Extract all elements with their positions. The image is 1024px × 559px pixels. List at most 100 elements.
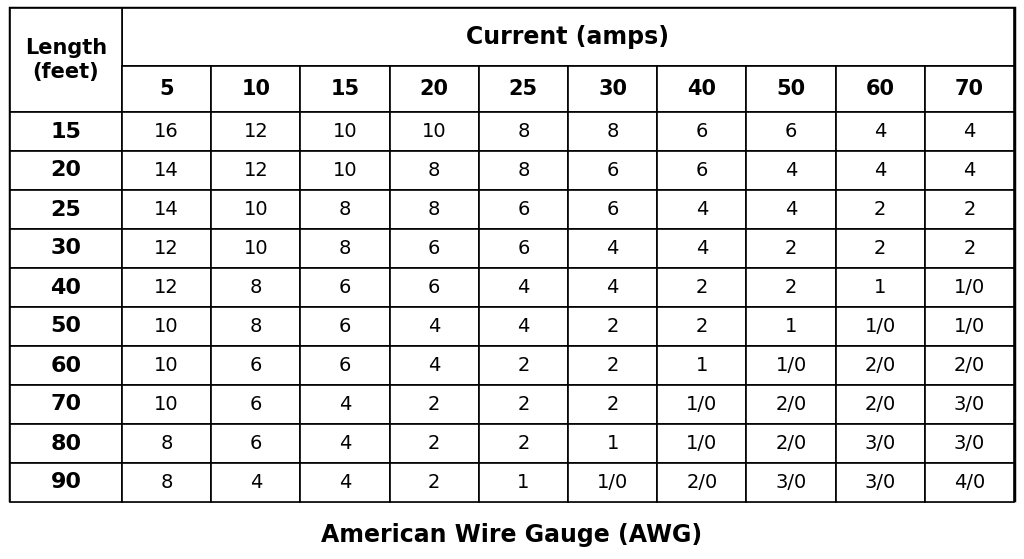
Bar [211, 424, 300, 463]
Text: 8: 8 [161, 434, 173, 453]
Text: 2: 2 [874, 200, 887, 219]
Text: 60: 60 [50, 356, 82, 376]
Bar [122, 268, 211, 307]
Text: 1: 1 [606, 434, 618, 453]
Bar [925, 307, 1014, 346]
Bar [10, 424, 122, 463]
Bar [122, 307, 211, 346]
Bar [925, 385, 1014, 424]
Text: 10: 10 [244, 239, 268, 258]
Bar [568, 268, 657, 307]
Bar [10, 307, 122, 346]
Text: 6: 6 [428, 239, 440, 258]
Text: 6: 6 [695, 161, 708, 180]
Text: 2: 2 [428, 473, 440, 492]
Bar [300, 424, 389, 463]
Text: 3/0: 3/0 [864, 473, 896, 492]
Bar [925, 151, 1014, 190]
Text: 1: 1 [784, 317, 798, 336]
Bar [211, 190, 300, 229]
Bar [122, 424, 211, 463]
Bar [389, 112, 479, 151]
Bar [657, 463, 746, 502]
Text: 8: 8 [250, 278, 262, 297]
Bar [925, 190, 1014, 229]
Bar [746, 424, 836, 463]
Text: 4: 4 [784, 200, 798, 219]
Text: 50: 50 [776, 79, 806, 99]
Bar [657, 385, 746, 424]
Text: 2: 2 [695, 317, 708, 336]
Bar [389, 151, 479, 190]
Text: 10: 10 [244, 200, 268, 219]
Text: 2/0: 2/0 [775, 434, 807, 453]
Bar [746, 151, 836, 190]
Text: 4: 4 [339, 473, 351, 492]
Bar [10, 151, 122, 190]
Bar [568, 190, 657, 229]
Bar [122, 66, 211, 112]
Bar [300, 151, 389, 190]
Text: 6: 6 [606, 161, 618, 180]
Text: 2: 2 [606, 356, 618, 375]
Bar [746, 229, 836, 268]
Bar [657, 424, 746, 463]
Text: 1/0: 1/0 [953, 317, 985, 336]
Bar [211, 66, 300, 112]
Bar [479, 190, 568, 229]
Bar [389, 463, 479, 502]
Text: 12: 12 [155, 278, 179, 297]
Text: 3/0: 3/0 [953, 434, 985, 453]
Text: 10: 10 [333, 122, 357, 141]
Bar [657, 229, 746, 268]
Text: 2: 2 [784, 278, 798, 297]
Text: 2/0: 2/0 [686, 473, 718, 492]
Text: 40: 40 [687, 79, 717, 99]
Bar [657, 268, 746, 307]
Text: 8: 8 [339, 239, 351, 258]
Text: 2: 2 [606, 395, 618, 414]
Bar [10, 385, 122, 424]
Text: 4/0: 4/0 [953, 473, 985, 492]
Text: 6: 6 [339, 356, 351, 375]
Text: 2/0: 2/0 [953, 356, 985, 375]
Text: 14: 14 [155, 200, 179, 219]
Bar [10, 229, 122, 268]
Text: 1/0: 1/0 [953, 278, 985, 297]
Bar [836, 229, 925, 268]
Text: 4: 4 [964, 161, 976, 180]
Bar [568, 151, 657, 190]
Text: 4: 4 [784, 161, 798, 180]
Text: 6: 6 [339, 278, 351, 297]
Bar [836, 268, 925, 307]
Text: 4: 4 [695, 239, 708, 258]
Text: 5: 5 [160, 79, 174, 99]
Text: 80: 80 [50, 433, 82, 453]
Bar [925, 66, 1014, 112]
Bar [836, 307, 925, 346]
Text: 4: 4 [964, 122, 976, 141]
Text: 2: 2 [517, 395, 529, 414]
Bar [10, 346, 122, 385]
Bar [479, 463, 568, 502]
Bar [211, 268, 300, 307]
Bar [479, 424, 568, 463]
Text: 1: 1 [874, 278, 887, 297]
Text: 4: 4 [606, 278, 618, 297]
Text: American Wire Gauge (AWG): American Wire Gauge (AWG) [322, 523, 702, 547]
Bar [389, 229, 479, 268]
Text: 2: 2 [517, 356, 529, 375]
Text: 6: 6 [250, 434, 262, 453]
Bar [568, 346, 657, 385]
Bar [836, 424, 925, 463]
Text: 4: 4 [874, 122, 887, 141]
Bar [211, 307, 300, 346]
Text: 1/0: 1/0 [864, 317, 896, 336]
Text: 6: 6 [784, 122, 798, 141]
Text: 6: 6 [517, 200, 529, 219]
Text: 1/0: 1/0 [686, 395, 718, 414]
Text: 15: 15 [331, 79, 359, 99]
Text: 10: 10 [155, 317, 179, 336]
Text: 30: 30 [598, 79, 627, 99]
Bar [479, 151, 568, 190]
